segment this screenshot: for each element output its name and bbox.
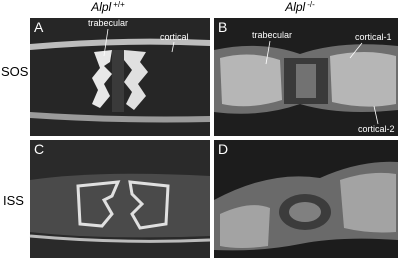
- panel-letter: B: [218, 19, 227, 35]
- annotation: trabecular: [88, 18, 128, 28]
- gene: Alpl: [284, 0, 305, 14]
- panel-c: C: [29, 140, 211, 258]
- column-header: Alpl +/+: [90, 0, 125, 14]
- annotation: trabecular: [252, 30, 292, 40]
- genotype: +/+: [113, 0, 125, 9]
- panel-d: D: [214, 140, 398, 258]
- genotype: -/-: [307, 0, 315, 9]
- panel-b: B trabecular cortical-1 cortical-2: [214, 18, 398, 136]
- gene: Alpl: [90, 0, 111, 14]
- row-label: SOS: [1, 64, 29, 79]
- panel-letter: C: [34, 141, 44, 157]
- panel-letter: D: [218, 141, 228, 157]
- panel-letter: A: [34, 19, 44, 35]
- annotation: cortical-1: [355, 32, 392, 42]
- row-label: ISS: [3, 193, 24, 208]
- annotation: cortical: [160, 32, 189, 42]
- panel-a: A trabecular cortical: [30, 18, 210, 136]
- annotation: cortical-2: [358, 124, 395, 134]
- column-header: Alpl -/-: [284, 0, 315, 14]
